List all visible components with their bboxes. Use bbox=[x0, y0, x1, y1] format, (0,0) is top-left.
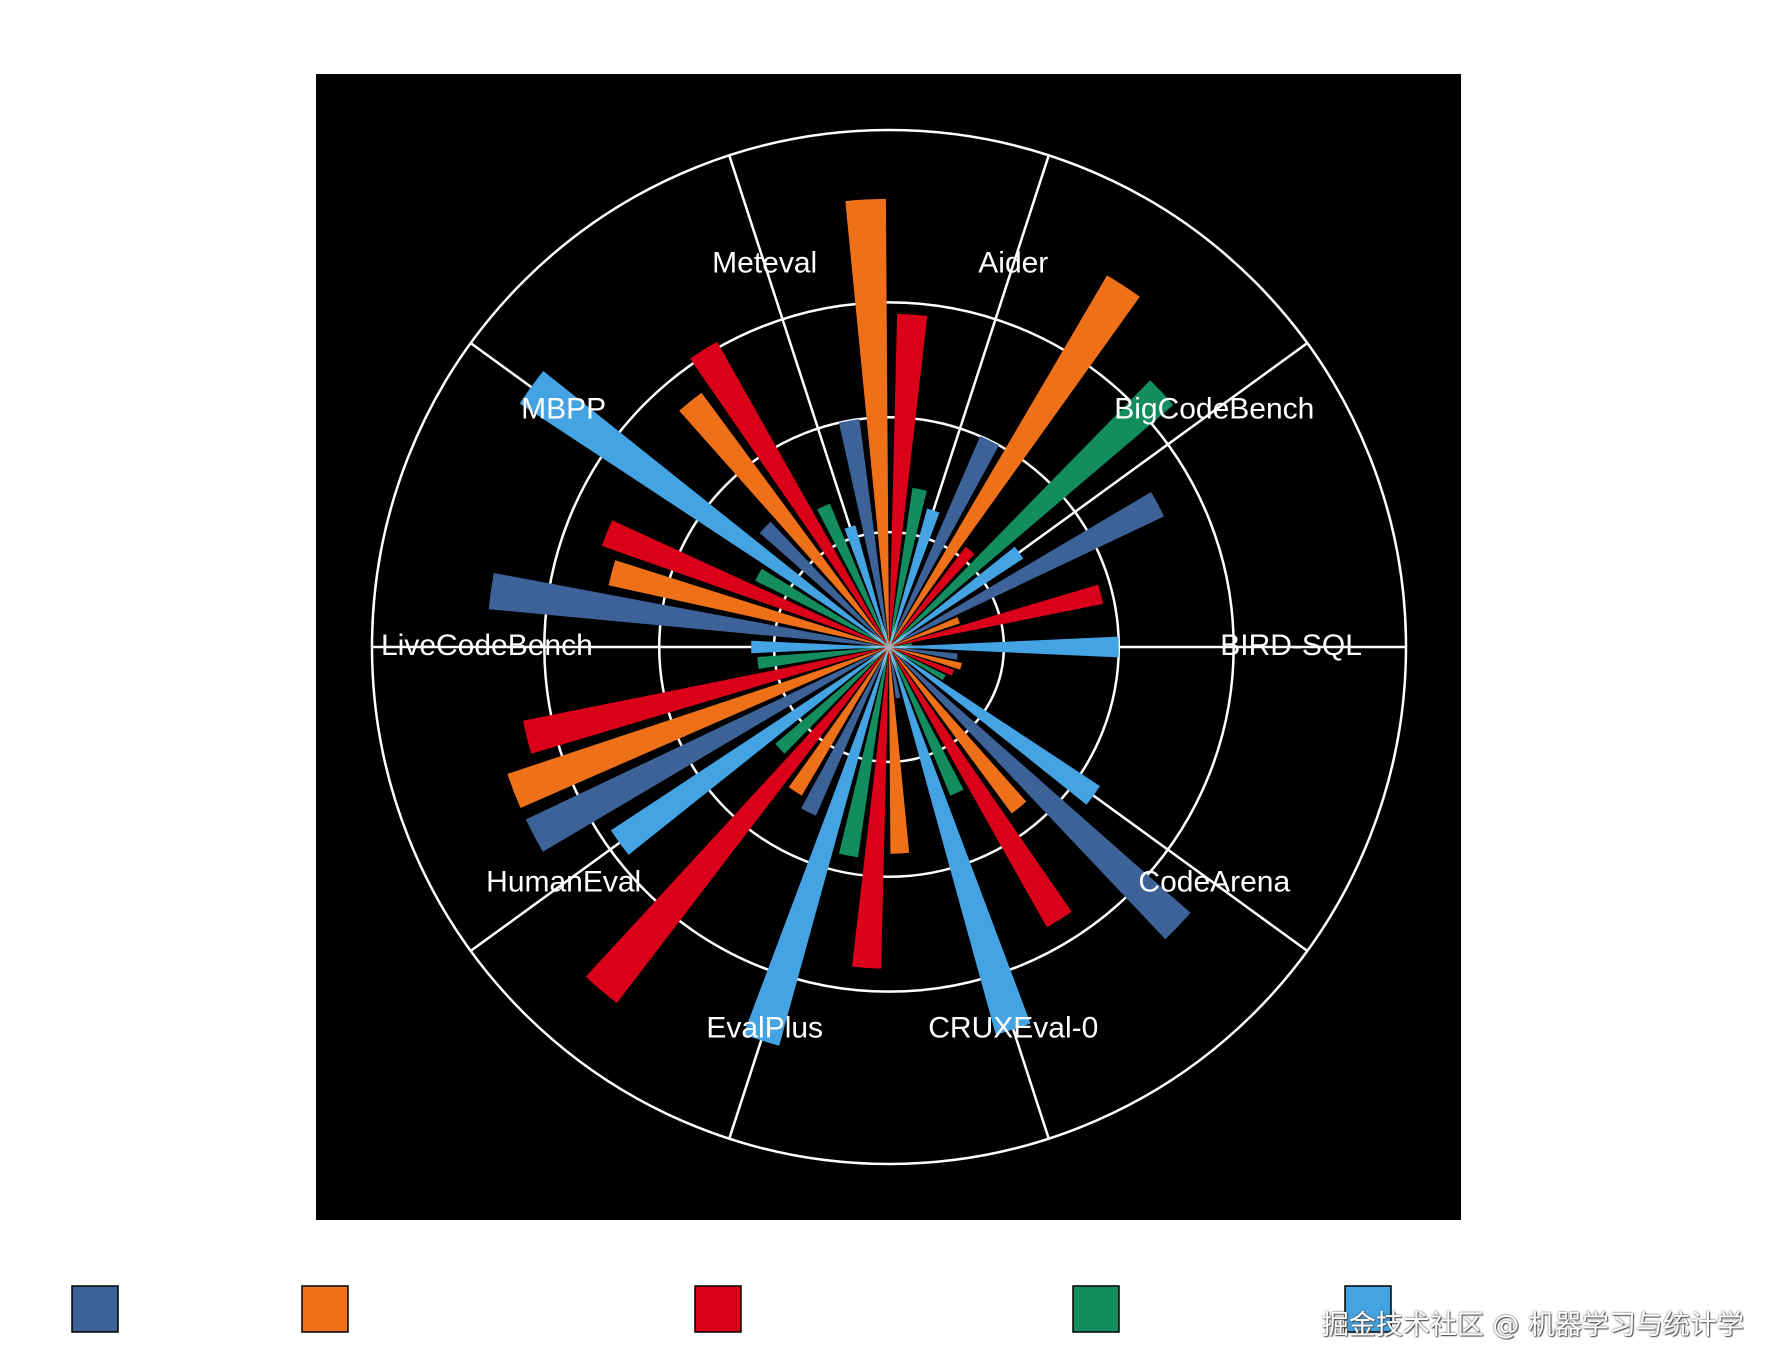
bar-s1-c2 bbox=[889, 647, 910, 854]
bar-s2-c1 bbox=[889, 647, 1072, 928]
bar-s3-c8 bbox=[889, 380, 1174, 647]
bar-s3-c2 bbox=[839, 647, 889, 858]
category-label: CRUXEval-0 bbox=[928, 1011, 1098, 1044]
bar-s2-c6 bbox=[690, 341, 889, 647]
category-label: EvalPlus bbox=[706, 1011, 823, 1044]
bar-s3-c6 bbox=[817, 503, 889, 647]
bar-s4-c5 bbox=[519, 371, 889, 647]
bar-s0-c3 bbox=[801, 647, 889, 816]
bar-s0-c5 bbox=[488, 573, 889, 647]
bar-s2-c8 bbox=[889, 546, 975, 647]
bar-s0-c1 bbox=[889, 647, 1191, 940]
bar-s3-c4 bbox=[757, 647, 889, 669]
bar-s2-c2 bbox=[852, 647, 889, 969]
bar-s1-c6 bbox=[679, 392, 889, 647]
watermark: 掘金技术社区 @ 机器学习与统计学 bbox=[1321, 1310, 1744, 1341]
category-label: BigCodeBench bbox=[1114, 393, 1314, 426]
bar-s1-c5 bbox=[608, 560, 889, 647]
bar-s2-c0 bbox=[889, 647, 954, 676]
bar-s1-c7 bbox=[845, 198, 889, 647]
category-label: BIRD-SQL bbox=[1220, 629, 1362, 662]
legend bbox=[71, 1285, 1392, 1333]
bar-s4-c9 bbox=[889, 636, 1119, 658]
legend-swatch-0 bbox=[71, 1285, 119, 1333]
bar-s1-c1 bbox=[889, 647, 1027, 814]
bar-s3-c5 bbox=[755, 568, 889, 647]
category-label: Aider bbox=[978, 247, 1048, 280]
legend-swatch-4 bbox=[1344, 1285, 1392, 1333]
bar-s0-c7 bbox=[838, 419, 889, 647]
bar-s1-c8 bbox=[889, 275, 1140, 647]
bar-s3-c7 bbox=[889, 487, 927, 647]
bar-s0-c4 bbox=[525, 647, 889, 852]
category-label: CodeArena bbox=[1138, 865, 1290, 898]
bar-s2-c4 bbox=[523, 647, 889, 754]
bar-s3-c3 bbox=[775, 647, 889, 754]
bar-s4-c4 bbox=[751, 640, 889, 654]
bar-s1-c9 bbox=[889, 617, 960, 647]
bar-s4-c8 bbox=[889, 546, 1024, 647]
bar-s0-c6 bbox=[759, 521, 889, 647]
bar-s1-c0 bbox=[889, 647, 962, 670]
category-label: HumanEval bbox=[486, 865, 641, 898]
bar-s4-c6 bbox=[844, 525, 889, 647]
category-label: LiveCodeBench bbox=[381, 629, 593, 662]
legend-swatch-3 bbox=[1072, 1285, 1120, 1333]
bar-s4-c2 bbox=[743, 647, 889, 1046]
legend-swatch-1 bbox=[301, 1285, 349, 1333]
legend-swatch-2 bbox=[694, 1285, 742, 1333]
bar-s2-c7 bbox=[889, 313, 928, 647]
bar-s3-c0 bbox=[889, 647, 946, 681]
bar-s3-c1 bbox=[889, 647, 964, 796]
bar-s0-c8 bbox=[889, 436, 999, 647]
bar-s2-c5 bbox=[601, 520, 889, 647]
bar-s0-c0 bbox=[889, 647, 958, 660]
bar-s3-c9 bbox=[889, 643, 912, 647]
bar-s4-c7 bbox=[889, 508, 940, 647]
category-label: Meteval bbox=[712, 247, 817, 280]
bar-s0-c2 bbox=[889, 647, 901, 699]
bar-s4-c0 bbox=[889, 647, 1100, 805]
bar-s0-c9 bbox=[889, 492, 1164, 647]
bar-s2-c9 bbox=[889, 584, 1103, 647]
bar-s1-c4 bbox=[507, 647, 889, 808]
category-label: MBPP bbox=[521, 393, 606, 426]
bar-s2-c3 bbox=[585, 647, 889, 1003]
bar-s1-c3 bbox=[788, 647, 889, 796]
bar-s4-c1 bbox=[889, 647, 1031, 1035]
bar-s4-c3 bbox=[610, 647, 889, 855]
